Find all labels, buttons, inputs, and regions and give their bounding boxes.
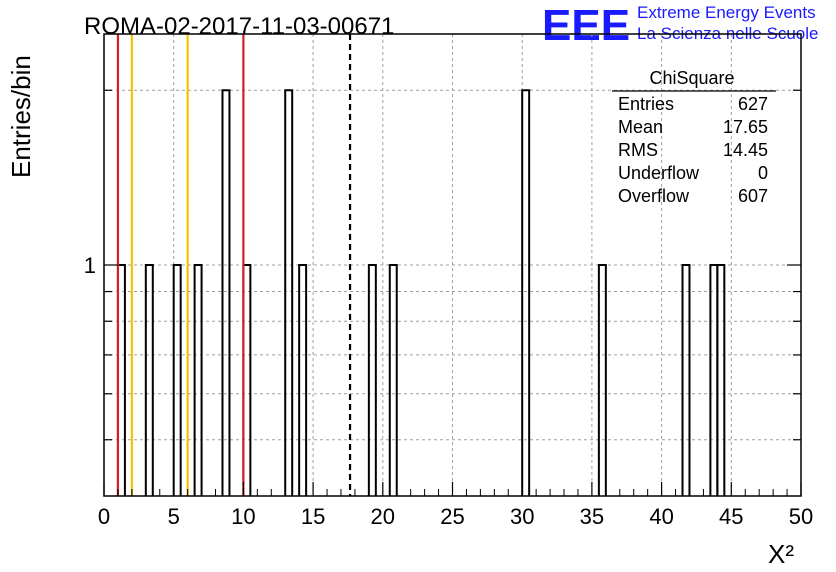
stats-title: ChiSquare (649, 68, 734, 88)
stats-row-value: 627 (738, 94, 768, 114)
histogram-bar (681, 264, 691, 496)
x-tick-label: 25 (440, 504, 464, 529)
histogram-bar (597, 264, 607, 496)
histogram-bar (716, 264, 726, 496)
stats-row-label: Underflow (618, 163, 700, 183)
stats-row-label: RMS (618, 140, 658, 160)
stats-row-value: 17.65 (723, 117, 768, 137)
histogram-bar (284, 89, 294, 496)
y-tick-label: 1 (84, 253, 96, 278)
x-tick-label: 45 (719, 504, 743, 529)
stats-row-value: 14.45 (723, 140, 768, 160)
x-axis-label: X² (768, 539, 794, 569)
x-tick-label: 40 (649, 504, 673, 529)
x-tick-label: 35 (580, 504, 604, 529)
histogram-bar (388, 264, 398, 496)
stats-row-value: 607 (738, 186, 768, 206)
x-tick-label: 10 (231, 504, 255, 529)
eee-logo: EEE Extreme Energy Events La Scienza nel… (542, 1, 818, 50)
axis-ticks (103, 89, 802, 496)
histogram-bar (172, 264, 182, 496)
y-tick-labels: 1 (84, 253, 96, 278)
stats-rows: Entries 627 Mean 17.65 RMS 14.45 Underflow 0 Ove… (618, 94, 768, 206)
x-tick-label: 30 (510, 504, 534, 529)
stats-row-label: Mean (618, 117, 663, 137)
stats-row-label: Overflow (618, 186, 690, 206)
logo-mark: EEE (542, 1, 630, 50)
run-title: ROMA-02-2017-11-03-00671 (84, 13, 394, 40)
x-tick-labels: 0 5 10 15 20 25 30 35 40 45 50 (98, 504, 813, 529)
stats-row-label: Entries (618, 94, 674, 114)
histogram-bar (298, 264, 308, 496)
logo-line-1: Extreme Energy Events (637, 3, 816, 22)
x-tick-label: 0 (98, 504, 110, 529)
y-axis-label: Entries/bin (6, 55, 36, 178)
histogram-bar (367, 264, 377, 496)
histogram-bar (193, 264, 203, 496)
histogram-bar (709, 264, 719, 496)
stats-row-value: 0 (758, 163, 768, 183)
marker-lines (116, 34, 352, 496)
grid-lines (104, 34, 801, 496)
histogram-bar (221, 89, 231, 496)
x-tick-label: 50 (789, 504, 813, 529)
x-tick-label: 15 (301, 504, 325, 529)
histogram-bar (144, 264, 154, 496)
x-tick-label: 20 (371, 504, 395, 529)
histogram-bar (521, 89, 531, 496)
x-tick-label: 5 (168, 504, 180, 529)
stats-box: ChiSquare Entries 627 Mean 17.65 RMS 14.45 Und… (612, 68, 776, 206)
